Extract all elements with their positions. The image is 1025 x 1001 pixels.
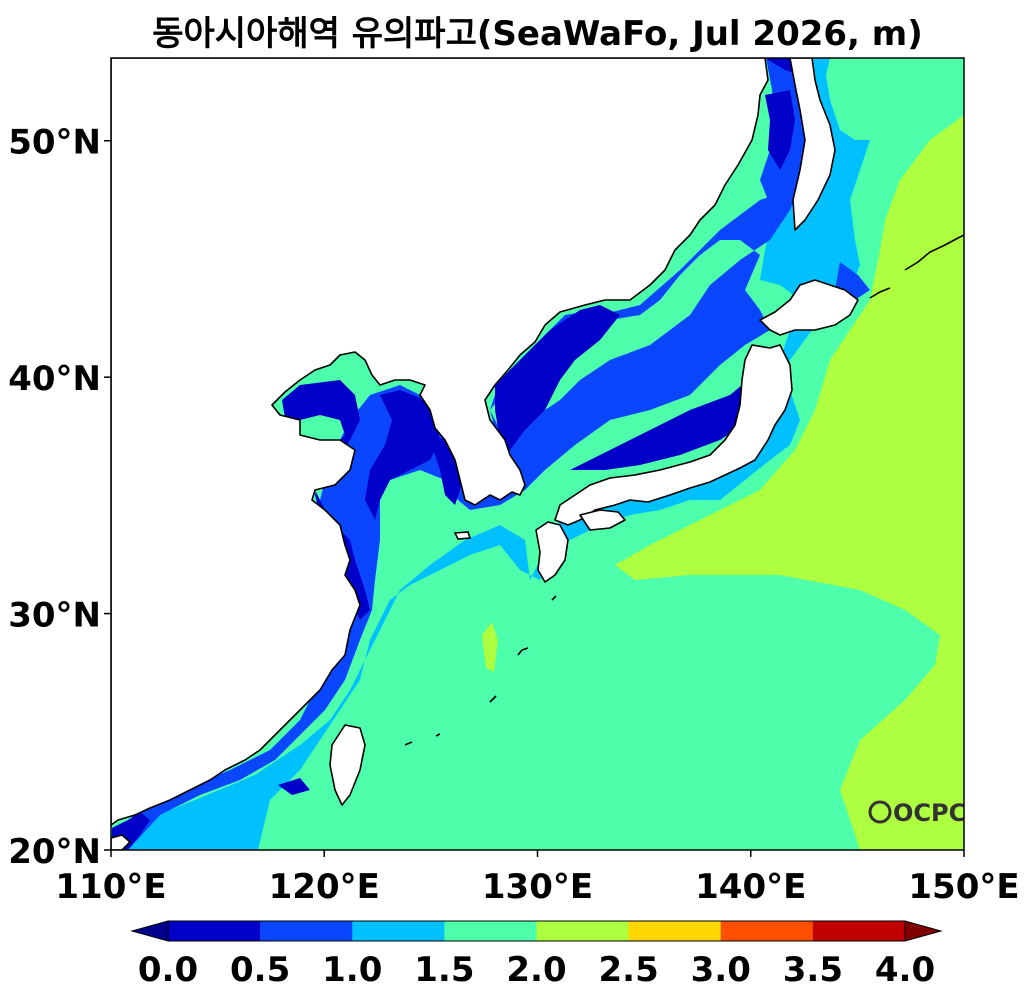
y-tick-label: 20°N [8,832,101,872]
y-tick-label: 30°N [8,596,101,636]
x-tick-label: 120°E [269,867,380,907]
land-mainland-asia [111,58,769,826]
colorbar-segment [628,921,722,941]
colorbar-tick-label: 1.0 [322,950,382,990]
colorbar-segment [352,921,445,941]
chart-title: 동아시아해역 유의파고(SeaWaFo, Jul 2026, m) [152,14,923,54]
colorbar-frame [167,920,906,942]
colorbar-over-arrow [904,920,943,942]
colorbar-tick-label: 0.5 [230,950,290,990]
ocpc-logo: OCPC [868,799,966,827]
axis-ticks: 110°E 120°E 130°E 140°E 150°E 20°N 30°N 40°N 50°… [8,123,1019,907]
colorbar-segment [812,921,906,941]
x-tick-label: 150°E [908,867,1019,907]
field-band-0.0-0.5 [495,305,620,450]
land-shikoku [579,509,626,531]
map-plot-area: OCPC [111,58,966,850]
colorbar-under-arrow [130,920,169,942]
field-band-2.0-2.5 [482,622,498,672]
land-ryukyu [404,595,557,746]
field-band-0.0-0.5 [278,778,310,795]
colorbar-tick-label: 0.0 [138,950,198,990]
colorbar: 0.0 0.5 1.0 1.5 2.0 2.5 3.0 3.5 4.0 [130,920,943,990]
land-hokkaido [759,279,859,336]
colorbar-segment [444,921,537,941]
land-jeju [453,531,472,540]
field-band-0.0-0.5 [365,390,440,520]
y-tick-label: 50°N [8,123,101,163]
ocpc-logo-text: OCPC [893,799,966,827]
colorbar-tick-label: 2.0 [506,950,566,990]
land-kuril [869,234,964,299]
field-band-2.0-2.5 [615,58,964,850]
field-band-0.0-0.5 [765,90,795,170]
land-kyushu [535,521,569,583]
land-sakhalin [789,58,836,231]
y-tick-label: 40°N [8,359,101,399]
field-band-0.0-0.5 [570,380,750,470]
colorbar-tick-label: 4.0 [875,950,935,990]
land-hainan-edge [111,834,132,850]
colorbar-tick-label: 3.5 [783,950,843,990]
land-taiwan [329,724,366,806]
colorbar-segment [260,921,353,941]
x-tick-label: 140°E [695,867,806,907]
colorbar-segment [536,921,630,941]
colorbar-tick-label: 2.5 [599,950,659,990]
colorbar-tick-label: 1.5 [414,950,474,990]
x-tick-label: 130°E [482,867,593,907]
colorbar-segment [720,921,814,941]
colorbar-segment [168,921,261,941]
colorbar-tick-label: 3.0 [691,950,751,990]
land-japan-main [554,344,793,526]
x-tick-label: 110°E [55,867,166,907]
